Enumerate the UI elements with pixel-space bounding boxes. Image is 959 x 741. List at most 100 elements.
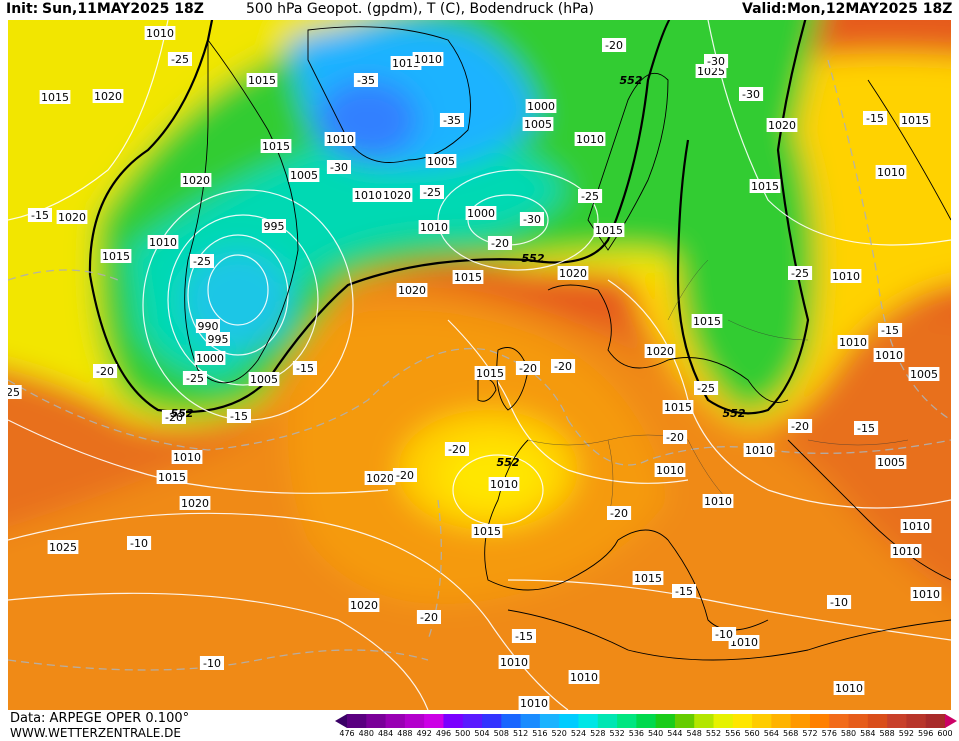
- geopotential-label-text: 552: [723, 407, 746, 420]
- pressure-label-box: [525, 99, 557, 113]
- pressure-label: 1010: [900, 519, 932, 533]
- pressure-label: 1005: [908, 367, 940, 381]
- pressure-label: 1010: [890, 544, 922, 558]
- pressure-label: 1020: [766, 118, 798, 132]
- temperature-label-text: -35: [357, 74, 375, 87]
- temperature-label: -20: [607, 506, 632, 520]
- temperature-label-box: [292, 361, 317, 375]
- pressure-label: 1015: [156, 470, 188, 484]
- temperature-label-box: [127, 536, 152, 550]
- pressure-label-text: 1015: [595, 224, 623, 237]
- temperature-label-box: [694, 381, 719, 395]
- temperature-label-box: [519, 212, 544, 226]
- temperature-label-text: -30: [707, 55, 725, 68]
- pressure-label-text: 1010: [520, 697, 548, 710]
- pressure-label-text: 1020: [768, 119, 796, 132]
- colorbar-tick-label: 556: [725, 729, 741, 738]
- pressure-label-text: 1020: [366, 472, 394, 485]
- temperature-label-box: [439, 113, 464, 127]
- pressure-label-text: 1010: [835, 682, 863, 695]
- colorbar-swatch: [636, 714, 657, 728]
- pressure-label-text: 1010: [730, 636, 758, 649]
- pressure-label-box: [749, 179, 781, 193]
- temperature-label-text: -25: [171, 53, 189, 66]
- pressure-label-text: 1010: [570, 671, 598, 684]
- temperature-label-box: [392, 468, 417, 482]
- pressure-label-text: 1010: [912, 588, 940, 601]
- temperature-label: -15: [511, 629, 536, 643]
- pressure-label-text: 1015: [473, 525, 501, 538]
- pressure-label: 1020: [381, 188, 413, 202]
- temperature-label-box: [854, 421, 879, 435]
- temperature-label: -25: [167, 52, 192, 66]
- temperature-label: -10: [127, 536, 152, 550]
- pressure-label-box: [144, 26, 176, 40]
- pressure-label-text: 1005: [290, 169, 318, 182]
- temperature-label: -15: [226, 409, 251, 423]
- colorbar-swatch: [347, 714, 367, 728]
- temperature-label: -10: [199, 656, 224, 670]
- pressure-label: 1010: [830, 269, 862, 283]
- pressure-label-box: [261, 219, 286, 233]
- pressure-label-text: 1020: [383, 189, 411, 202]
- pressure-label: 1010: [910, 587, 942, 601]
- temperature-label-text: -30: [742, 88, 760, 101]
- colorbar-swatch: [385, 714, 406, 728]
- pressure-label-box: [644, 344, 676, 358]
- isobars: [8, 20, 951, 710]
- pressure-label-text: 1015: [901, 114, 929, 127]
- pressure-label: 1015: [749, 179, 781, 193]
- colorbar-swatch: [867, 714, 888, 728]
- pressure-label-box: [557, 266, 589, 280]
- pressure-label-box: [324, 132, 356, 146]
- pressure-label: 1015: [662, 400, 694, 414]
- temperature-label-box: [663, 430, 688, 444]
- colorbar-swatch: [520, 714, 541, 728]
- pressure-label-box: [654, 463, 686, 477]
- temperature-label-text: -15: [857, 422, 875, 435]
- pressure-label: 1000: [525, 99, 557, 113]
- colorbar-tick-label: 508: [493, 729, 509, 738]
- pressure-label-box: [471, 524, 503, 538]
- colorbar-ticks: 476 480 484 488 492 496 500 504 508 512 516 520 524 5…: [335, 729, 957, 741]
- temperature-label: -35: [353, 73, 378, 87]
- pressure-label-text: 1025: [49, 541, 77, 554]
- colorbar-swatch: [809, 714, 830, 728]
- temperature-label-text: -15: [296, 362, 314, 375]
- colorbar-swatch: [462, 714, 483, 728]
- temperature-label-box: [672, 584, 697, 598]
- pressure-label: 1015: [691, 314, 723, 328]
- colorbar-swatch: [655, 714, 676, 728]
- pressure-label-box: [412, 52, 444, 66]
- pressure-label-box: [8, 385, 22, 399]
- pressure-label-text: 1010: [902, 520, 930, 533]
- colorbar-swatch: [925, 714, 946, 728]
- colorbar-tick-label: 580: [840, 729, 857, 738]
- pressure-label-box: [171, 450, 203, 464]
- temperature-label-box: [515, 361, 540, 375]
- pressure-label: 1010: [352, 188, 384, 202]
- pressure-label-text: 25: [8, 386, 20, 399]
- colorbar-swatch: [674, 714, 695, 728]
- pressure-label: 1015: [100, 249, 132, 263]
- temperature-label-box: [739, 87, 764, 101]
- pressure-label: 1010: [574, 132, 606, 146]
- pressure-label-box: [260, 139, 292, 153]
- pressure-label: 1005: [288, 168, 320, 182]
- temperature-label-text: -25: [193, 255, 211, 268]
- temperature-label-box: [827, 595, 852, 609]
- pressure-label-box: [766, 118, 798, 132]
- temperature-label: -20: [392, 468, 417, 482]
- pressure-label-text: 1010: [414, 53, 442, 66]
- colorbar-swatch: [906, 714, 927, 728]
- temperature-label: -15: [672, 584, 697, 598]
- pressure-label-box: [100, 249, 132, 263]
- temperature-label-text: -15: [515, 630, 533, 643]
- colorbar-swatch: [848, 714, 869, 728]
- pressure-label-box: [56, 210, 88, 224]
- pressure-label-text: 1015: [693, 315, 721, 328]
- colorbar-tick-label: 492: [416, 729, 432, 738]
- pressure-label: 1010: [875, 165, 907, 179]
- pressure-label: 1010: [702, 494, 734, 508]
- colorbar-tick-label: 552: [705, 729, 722, 738]
